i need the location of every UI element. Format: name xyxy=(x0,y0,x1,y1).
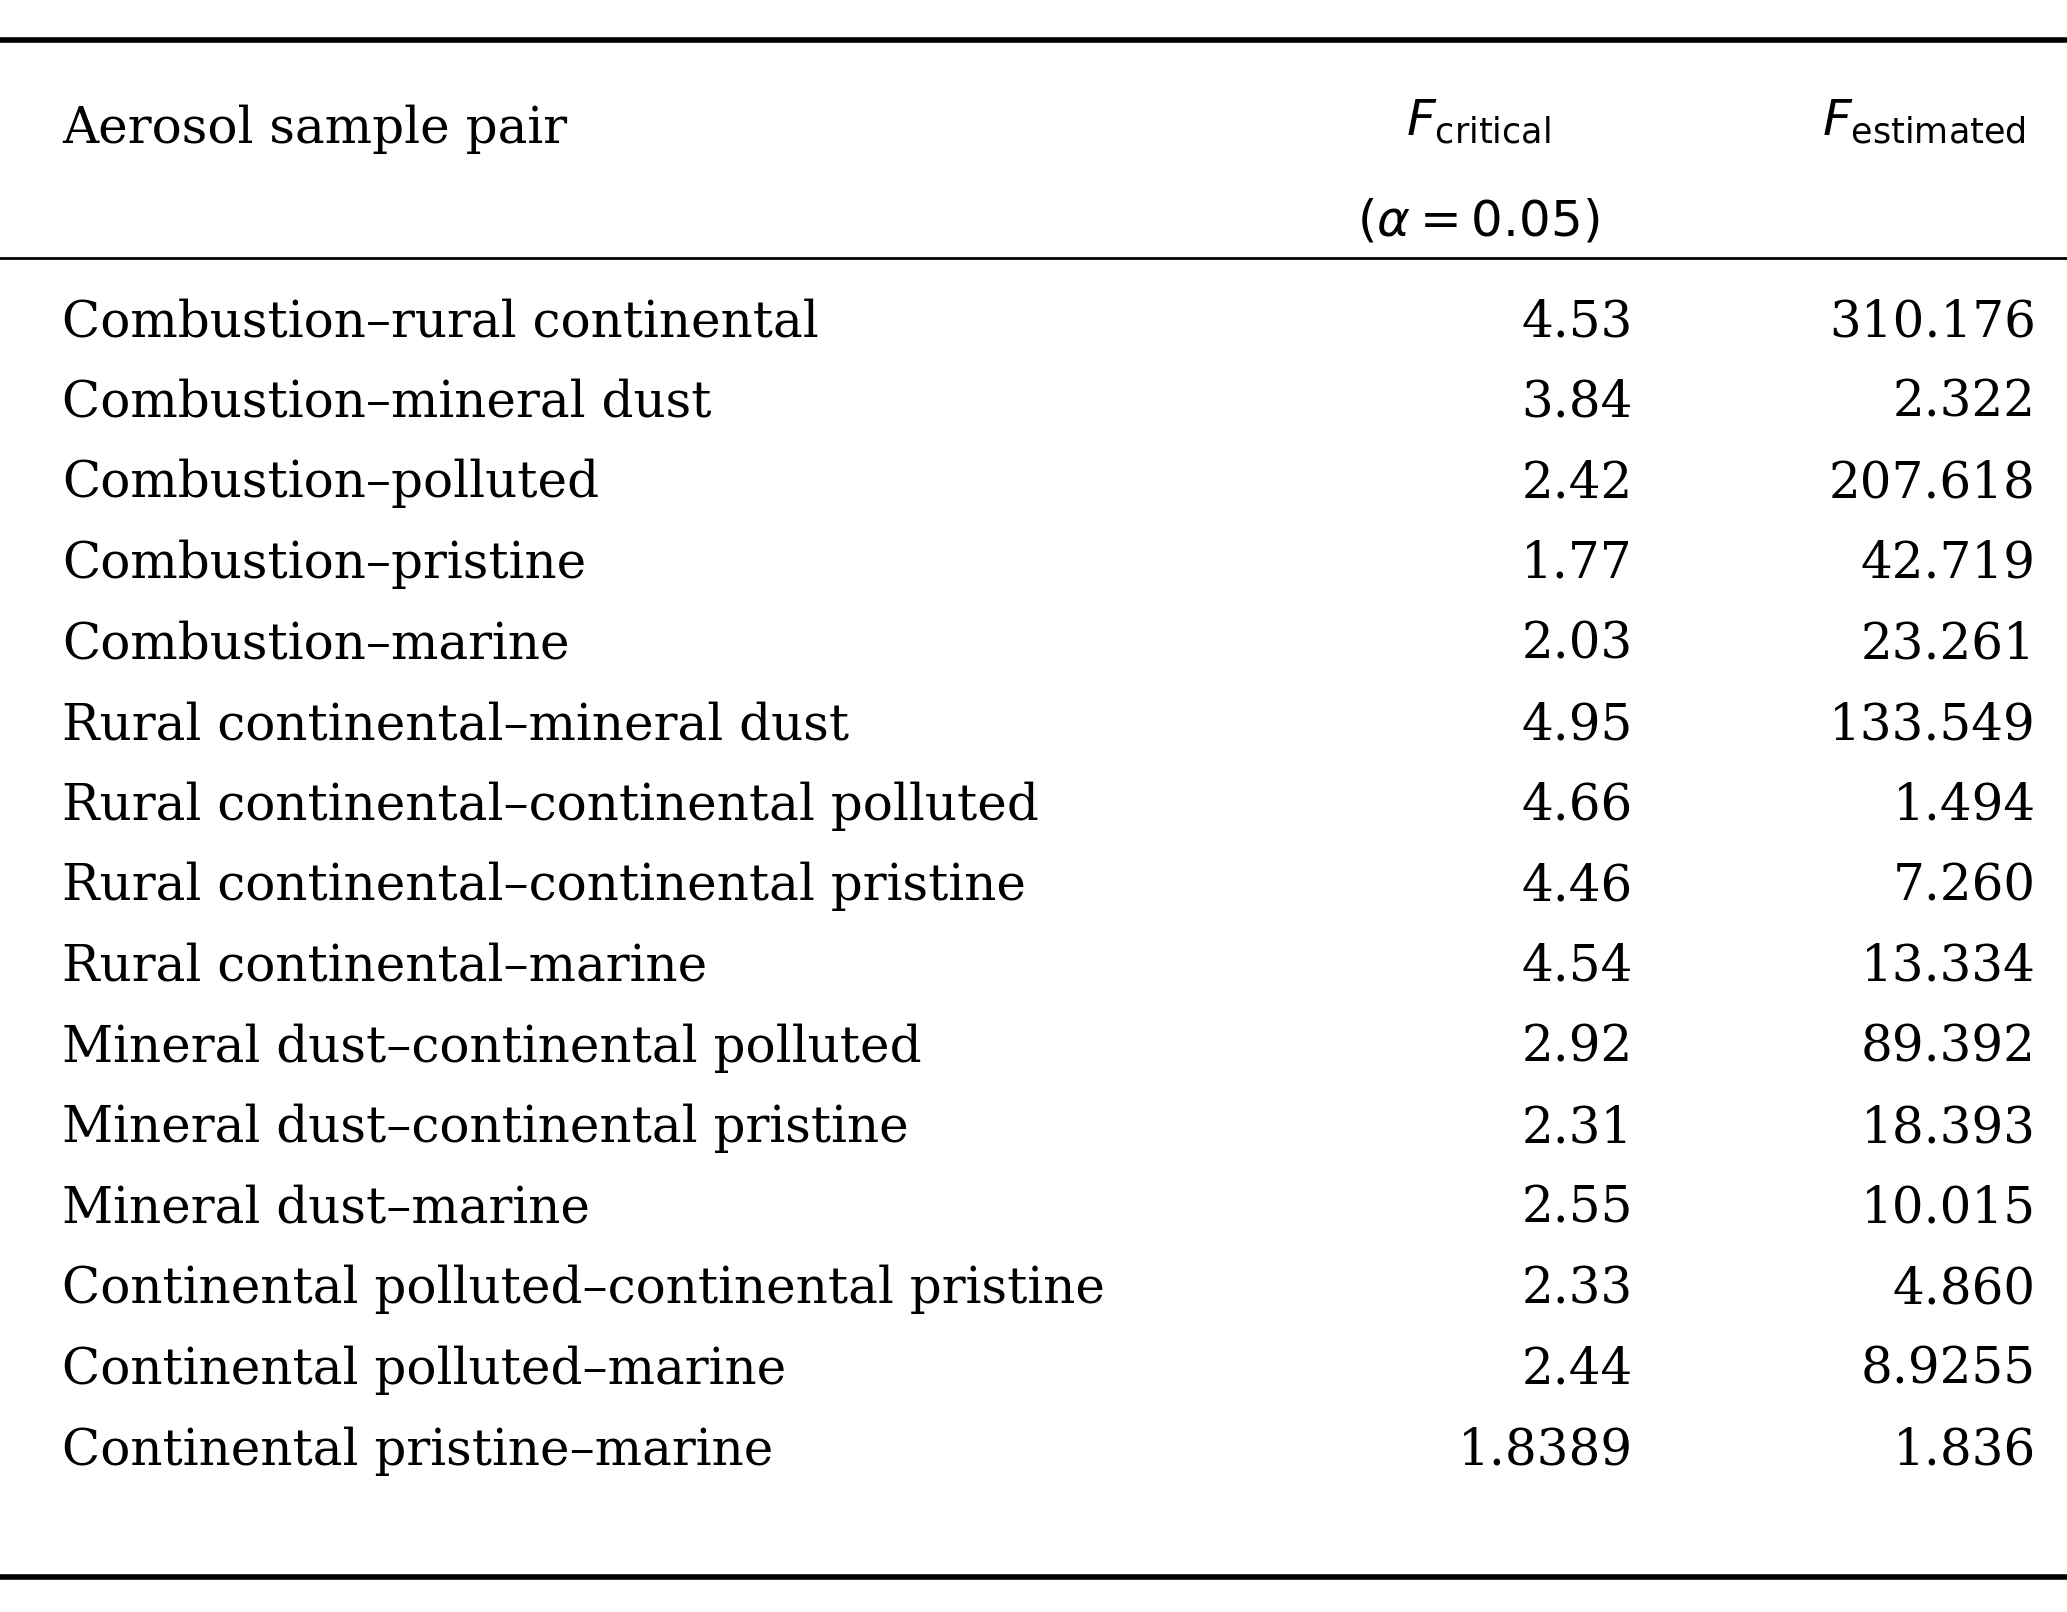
Text: Combustion–pristine: Combustion–pristine xyxy=(62,540,587,588)
Text: 1.8389: 1.8389 xyxy=(1457,1427,1633,1475)
Text: 2.55: 2.55 xyxy=(1521,1185,1633,1233)
Text: 8.9255: 8.9255 xyxy=(1860,1346,2036,1394)
Text: 2.322: 2.322 xyxy=(1893,379,2036,427)
Text: 3.84: 3.84 xyxy=(1521,379,1633,427)
Text: 10.015: 10.015 xyxy=(1860,1185,2036,1233)
Text: 2.33: 2.33 xyxy=(1521,1265,1633,1314)
Text: 89.392: 89.392 xyxy=(1860,1024,2036,1072)
Text: Rural continental–mineral dust: Rural continental–mineral dust xyxy=(62,701,850,750)
Text: Mineral dust–continental pristine: Mineral dust–continental pristine xyxy=(62,1104,909,1153)
Text: 1.494: 1.494 xyxy=(1893,782,2036,830)
Text: 4.860: 4.860 xyxy=(1893,1265,2036,1314)
Text: 2.92: 2.92 xyxy=(1521,1024,1633,1072)
Text: $F_{\mathrm{estimated}}$: $F_{\mathrm{estimated}}$ xyxy=(1821,97,2026,147)
Text: 4.66: 4.66 xyxy=(1521,782,1633,830)
Text: Continental polluted–continental pristine: Continental polluted–continental pristin… xyxy=(62,1265,1106,1314)
Text: Combustion–rural continental: Combustion–rural continental xyxy=(62,298,819,347)
Text: 2.44: 2.44 xyxy=(1521,1346,1633,1394)
Text: Rural continental–continental polluted: Rural continental–continental polluted xyxy=(62,782,1040,830)
Text: Combustion–mineral dust: Combustion–mineral dust xyxy=(62,379,711,427)
Text: Combustion–polluted: Combustion–polluted xyxy=(62,459,599,508)
Text: 4.54: 4.54 xyxy=(1521,943,1633,991)
Text: 4.95: 4.95 xyxy=(1521,701,1633,750)
Text: Combustion–marine: Combustion–marine xyxy=(62,621,570,669)
Text: 310.176: 310.176 xyxy=(1829,298,2036,347)
Text: 2.03: 2.03 xyxy=(1521,621,1633,669)
Text: 4.46: 4.46 xyxy=(1521,862,1633,911)
Text: Continental polluted–marine: Continental polluted–marine xyxy=(62,1346,785,1394)
Text: Mineral dust–continental polluted: Mineral dust–continental polluted xyxy=(62,1024,922,1072)
Text: 2.31: 2.31 xyxy=(1521,1104,1633,1153)
Text: $F_{\mathrm{critical}}$: $F_{\mathrm{critical}}$ xyxy=(1406,97,1550,147)
Text: 1.836: 1.836 xyxy=(1893,1427,2036,1475)
Text: 42.719: 42.719 xyxy=(1860,540,2036,588)
Text: Rural continental–marine: Rural continental–marine xyxy=(62,943,707,991)
Text: 4.53: 4.53 xyxy=(1521,298,1633,347)
Text: 133.549: 133.549 xyxy=(1829,701,2036,750)
Text: Rural continental–continental pristine: Rural continental–continental pristine xyxy=(62,862,1025,911)
Text: 207.618: 207.618 xyxy=(1829,459,2036,508)
Text: 7.260: 7.260 xyxy=(1893,862,2036,911)
Text: 2.42: 2.42 xyxy=(1521,459,1633,508)
Text: 23.261: 23.261 xyxy=(1860,621,2036,669)
Text: Continental pristine–marine: Continental pristine–marine xyxy=(62,1427,773,1475)
Text: 13.334: 13.334 xyxy=(1860,943,2036,991)
Text: 1.77: 1.77 xyxy=(1521,540,1633,588)
Text: 18.393: 18.393 xyxy=(1860,1104,2036,1153)
Text: Mineral dust–marine: Mineral dust–marine xyxy=(62,1185,589,1233)
Text: $(\alpha = 0.05)$: $(\alpha = 0.05)$ xyxy=(1356,197,1600,247)
Text: Aerosol sample pair: Aerosol sample pair xyxy=(62,105,566,155)
